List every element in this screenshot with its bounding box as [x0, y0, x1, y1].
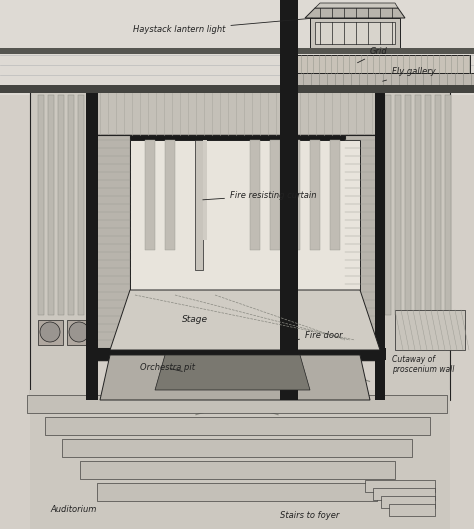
- Text: Cutaway of
proscenium wall: Cutaway of proscenium wall: [392, 355, 455, 375]
- Bar: [130, 140, 360, 290]
- Bar: [86, 85, 386, 93]
- Bar: [389, 504, 435, 516]
- Bar: [203, 140, 207, 240]
- Bar: [165, 140, 175, 250]
- Bar: [381, 496, 435, 508]
- Bar: [270, 140, 280, 250]
- Bar: [373, 488, 435, 500]
- Bar: [48, 95, 54, 315]
- Bar: [250, 140, 260, 250]
- Bar: [0, 48, 474, 54]
- Polygon shape: [100, 355, 370, 400]
- Bar: [310, 140, 320, 250]
- Bar: [330, 140, 340, 250]
- Bar: [445, 95, 451, 315]
- Polygon shape: [30, 390, 450, 529]
- Bar: [425, 95, 431, 315]
- Bar: [45, 417, 430, 435]
- Bar: [97, 483, 377, 501]
- Bar: [0, 85, 474, 93]
- Bar: [38, 95, 44, 315]
- Bar: [395, 310, 465, 350]
- Text: Orchestra pit: Orchestra pit: [140, 363, 195, 372]
- Bar: [345, 135, 380, 360]
- Bar: [30, 90, 95, 400]
- Bar: [68, 95, 74, 315]
- Bar: [80, 461, 395, 479]
- Polygon shape: [305, 8, 405, 18]
- Polygon shape: [315, 3, 398, 8]
- Bar: [95, 90, 380, 135]
- Bar: [86, 90, 98, 400]
- Text: Fire resisting curtain: Fire resisting curtain: [203, 190, 317, 200]
- Text: Auditorium: Auditorium: [50, 506, 96, 515]
- Bar: [195, 140, 203, 270]
- Text: Stairs to foyer: Stairs to foyer: [280, 510, 340, 519]
- Bar: [290, 55, 470, 73]
- Bar: [280, 0, 298, 400]
- Text: Stage: Stage: [182, 315, 208, 324]
- Bar: [290, 73, 474, 91]
- Bar: [290, 140, 300, 250]
- Bar: [88, 95, 94, 315]
- Text: Fly gallery: Fly gallery: [383, 68, 436, 81]
- Bar: [62, 439, 412, 457]
- Bar: [375, 90, 385, 400]
- Bar: [380, 90, 450, 400]
- Circle shape: [69, 322, 89, 342]
- Bar: [0, 0, 474, 95]
- Text: Haystack lantern light: Haystack lantern light: [133, 18, 312, 34]
- Bar: [95, 135, 130, 360]
- Bar: [310, 18, 400, 48]
- Polygon shape: [155, 355, 310, 390]
- Bar: [385, 95, 391, 315]
- Bar: [415, 95, 421, 315]
- Bar: [315, 22, 395, 44]
- Bar: [145, 140, 155, 250]
- Bar: [78, 95, 84, 315]
- Bar: [86, 348, 386, 360]
- Text: Fire door: Fire door: [298, 331, 343, 340]
- Bar: [27, 395, 447, 413]
- Bar: [67, 320, 92, 345]
- Circle shape: [40, 322, 60, 342]
- Bar: [435, 95, 441, 315]
- Polygon shape: [110, 290, 380, 350]
- Bar: [405, 95, 411, 315]
- Text: Grid: Grid: [357, 48, 388, 63]
- Bar: [58, 95, 64, 315]
- Bar: [95, 135, 380, 360]
- Bar: [395, 95, 401, 315]
- Bar: [365, 480, 435, 492]
- Bar: [38, 320, 63, 345]
